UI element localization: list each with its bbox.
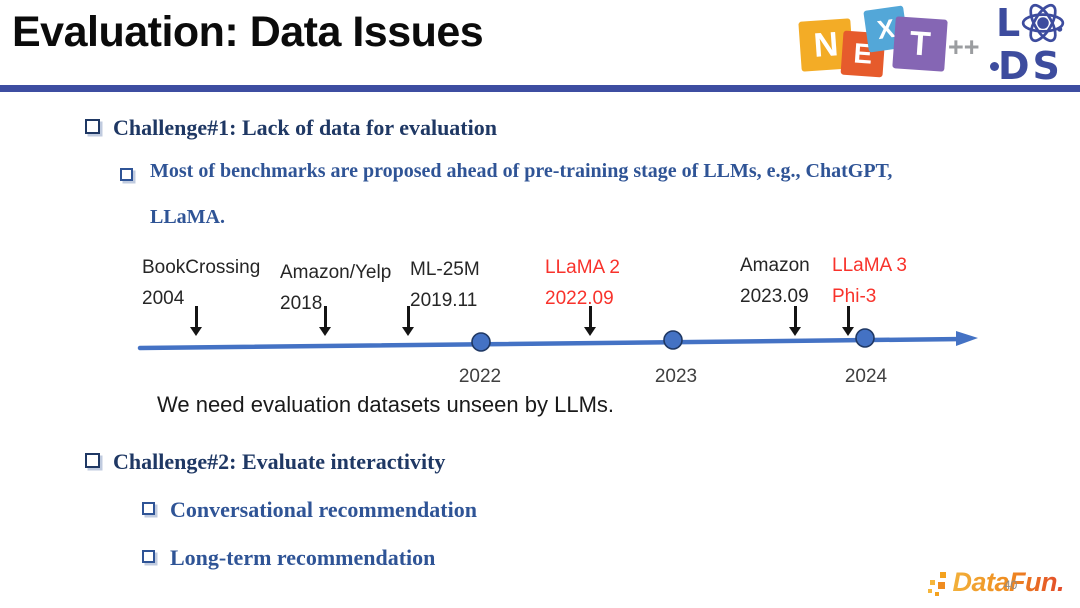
- milestone-name: Amazon: [740, 255, 810, 276]
- next-logo-letter: T: [908, 23, 932, 64]
- lds-logo-top-row: L: [996, 0, 1066, 46]
- timeline-caption: We need evaluation datasets unseen by LL…: [157, 392, 615, 417]
- down-arrow-icon: [189, 306, 203, 336]
- datafun-logo: DataFun.: [926, 567, 1064, 598]
- lds-logo-dot: [990, 62, 999, 71]
- milestone-name: Amazon/Yelp: [280, 262, 392, 283]
- next-logo-tile-t: T: [892, 16, 948, 72]
- timeline-axis: [137, 328, 978, 352]
- down-arrow-icon: [841, 306, 855, 336]
- lds-logo-letter-l: L: [996, 1, 1021, 45]
- lds-logo: L DS: [990, 0, 1080, 94]
- next-logo-plus-plus: ++: [948, 32, 980, 62]
- milestone-name: ML-25M: [410, 259, 480, 280]
- timeline-year-2022: 2022: [458, 366, 502, 387]
- down-arrow-icon: [318, 306, 332, 336]
- milestone-name: BookCrossing: [142, 257, 261, 278]
- bullet-square-icon: [120, 168, 133, 181]
- next-plus-plus-logo: N E X T ++: [796, 4, 996, 84]
- milestone-date: 2023.09: [740, 286, 809, 307]
- challenge1-heading: Challenge#1: Lack of data for evaluation: [113, 115, 497, 140]
- page-title: Evaluation: Data Issues: [12, 8, 484, 56]
- bullet-square-icon: [142, 502, 155, 515]
- down-arrow-icon: [788, 306, 802, 336]
- milestone-date: 2022.09: [545, 288, 614, 309]
- challenge2-item-conversational: Conversational recommendation: [142, 497, 477, 523]
- datafun-pixels-icon: [928, 571, 947, 596]
- timeline-milestone-bookcrossing: BookCrossing 2004: [142, 252, 260, 314]
- challenge2-heading-row: Challenge#2: Evaluate interactivity: [85, 449, 445, 475]
- timeline-year-2024: 2024: [844, 366, 888, 387]
- timeline-milestone-llama2: LLaMA 2 2022.09: [545, 252, 620, 314]
- datafun-logo-text: DataFun.: [952, 567, 1064, 597]
- down-arrow-icon: [583, 306, 597, 336]
- timeline-milestone-ml25m: ML-25M 2019.11: [410, 254, 480, 316]
- challenge2-item-longterm: Long-term recommendation: [142, 545, 435, 571]
- title-divider: [0, 85, 1080, 92]
- challenge2-item-label: Conversational recommendation: [170, 497, 477, 522]
- milestone-name: LLaMA 2: [545, 257, 620, 278]
- milestone-name: LLaMA 3: [832, 255, 907, 276]
- bullet-square-icon: [142, 550, 155, 563]
- timeline-milestone-amazon-yelp: Amazon/Yelp 2018: [280, 257, 391, 319]
- bullet-square-icon: [85, 453, 100, 468]
- milestone-date: 2019.11: [410, 290, 478, 311]
- lds-logo-letters-ds: DS: [998, 44, 1063, 88]
- challenge1-heading-row: Challenge#1: Lack of data for evaluation: [85, 115, 497, 141]
- next-logo-letter: N: [812, 24, 840, 65]
- milestone-date: Phi-3: [832, 286, 877, 307]
- bullet-square-icon: [85, 119, 100, 134]
- milestone-date: 2004: [142, 288, 185, 309]
- timeline-milestone-amazon: Amazon 2023.09: [740, 250, 810, 312]
- timeline-year-2023: 2023: [654, 366, 698, 387]
- challenge1-subtext-line2: LLaMA.: [150, 206, 225, 228]
- down-arrow-icon: [401, 306, 415, 336]
- atom-icon: [1021, 3, 1065, 43]
- timeline-milestone-llama3-phi3: LLaMA 3 Phi-3: [832, 250, 907, 312]
- challenge2-item-label: Long-term recommendation: [170, 545, 436, 570]
- challenge1-subtext-line1: Most of benchmarks are proposed ahead of…: [150, 160, 893, 182]
- page-number: 40: [1004, 578, 1018, 592]
- milestone-date: 2018: [280, 293, 323, 314]
- challenge2-heading: Challenge#2: Evaluate interactivity: [113, 449, 446, 474]
